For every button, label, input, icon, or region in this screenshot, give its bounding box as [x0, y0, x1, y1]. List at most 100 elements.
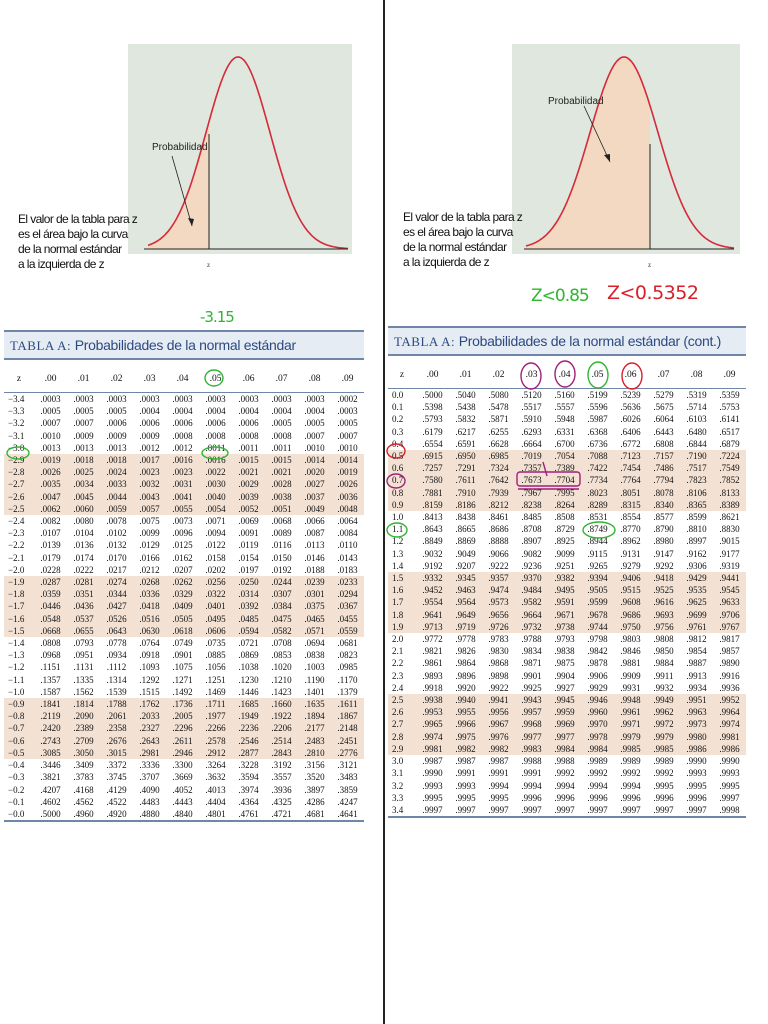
probability-cell: .9986	[680, 742, 713, 756]
caption-line: a la izquierda de z	[403, 255, 490, 269]
probability-cell: .0166	[139, 552, 160, 563]
probability-cell: .0040	[199, 490, 232, 503]
probability-cell: .7794	[647, 474, 680, 487]
probability-cell: .9846	[620, 646, 641, 657]
probability-cell: .0027	[298, 478, 331, 491]
probability-cell: .9808	[653, 634, 674, 645]
probability-cell: .2546	[232, 734, 265, 747]
probability-cell: .9429	[680, 572, 713, 585]
probability-cell: .9884	[653, 658, 674, 669]
probability-cell: .9959	[548, 706, 581, 719]
probability-cell: .6331	[554, 426, 575, 437]
probability-cell: .0020	[298, 466, 331, 479]
probability-cell: .0764	[139, 638, 160, 649]
probability-cell: .9955	[449, 706, 482, 719]
probability-cell: .8849	[422, 536, 443, 547]
header-col: .08	[298, 366, 331, 393]
probability-cell: .0060	[67, 502, 100, 516]
header-col: .00	[416, 362, 449, 389]
probability-cell: .5714	[686, 402, 707, 413]
probability-cell: .6103	[686, 414, 707, 425]
probability-cell: .9625	[680, 596, 713, 609]
probability-cell: .0047	[34, 490, 67, 503]
probability-cell: .5319	[686, 390, 707, 400]
probability-cell: .9977	[515, 730, 548, 743]
probability-cell: .9918	[422, 682, 443, 693]
probability-cell: .8599	[686, 512, 707, 523]
probability-cell: .8962	[620, 536, 641, 547]
z-value-cell: 3.1	[392, 768, 404, 779]
probability-cell: .0239	[298, 576, 331, 589]
table-title-left: TABLA A: Probabilidades de la normal est…	[4, 330, 364, 360]
probability-cell: .1446	[238, 686, 259, 697]
probability-cell: .9962	[647, 706, 680, 719]
probability-cell: .1003	[304, 662, 325, 673]
probability-cell: .2296	[166, 722, 199, 735]
probability-cell: .0073	[172, 516, 193, 527]
table-row: −2.5.0062.0060.0059.0057.0055.0054.0052.…	[4, 502, 364, 516]
probability-cell: .4286	[304, 796, 325, 807]
probability-cell: .0708	[271, 638, 292, 649]
table-row: −2.2 .0139 .0136 .0132 .0129 .0125 .0122 .0119.…	[4, 539, 364, 551]
z-value-cell: −0.6	[4, 734, 34, 747]
probability-cell: .0009	[73, 430, 94, 441]
z-value-cell: −2.3	[8, 528, 25, 539]
probability-cell: .1423	[271, 686, 292, 697]
probability-cell: .0062	[34, 502, 67, 516]
probability-cell: .9997	[680, 803, 713, 819]
probability-cell: .0003	[172, 394, 193, 404]
z-table-negative: z .00.01.02.03.04.05.06.07.08.09 −3.4 .000…	[4, 366, 364, 823]
probability-cell: .0217	[106, 564, 127, 575]
probability-cell: .9719	[449, 620, 482, 634]
probability-cell: .0125	[172, 540, 193, 551]
probability-cell: .8643	[422, 524, 443, 535]
probability-cell: .0618	[166, 624, 199, 638]
table-header-row: z .00.01.02.03.04.05.06.07.08.09	[388, 362, 746, 389]
probability-cell: .5753	[719, 402, 740, 413]
probability-cell: .9265	[587, 560, 608, 571]
probability-cell: .0192	[271, 564, 292, 575]
z-value-cell: −2.8	[4, 466, 34, 479]
probability-cell: .5080	[488, 390, 509, 400]
probability-cell: .5438	[455, 402, 476, 413]
probability-cell: .9049	[455, 548, 476, 559]
probability-cell: .3936	[271, 784, 292, 795]
probability-cell: .2389	[67, 722, 100, 735]
probability-cell: .9982	[482, 742, 515, 756]
probability-cell: .7881	[416, 486, 449, 499]
probability-cell: .4681	[298, 807, 331, 823]
z-value-cell: 2.1	[392, 646, 404, 657]
probability-cell: .0188	[304, 564, 325, 575]
probability-cell: .7642	[482, 474, 515, 487]
probability-cell: .2090	[67, 710, 100, 723]
probability-cell: .0475	[265, 612, 298, 625]
normal-curve-figure-right: Probabilidad z	[512, 44, 740, 269]
probability-cell: .0005	[106, 406, 127, 417]
probability-cell: .3015	[100, 746, 133, 760]
table-row: 0.7.7580.7611.7642.7673.7704.7734.7764.7…	[388, 474, 746, 487]
probability-cell: .0392	[232, 600, 265, 613]
probability-cell: .2483	[298, 734, 331, 747]
z-value-cell: −2.4	[8, 516, 25, 527]
probability-cell: .5636	[620, 402, 641, 413]
probability-cell: .1038	[238, 662, 259, 673]
probability-cell: .0003	[337, 406, 358, 417]
probability-cell: .4052	[172, 784, 193, 795]
page-divider	[383, 0, 385, 1024]
probability-cell: .0005	[73, 406, 94, 417]
probability-cell: .6406	[620, 426, 641, 437]
probability-cell: .4090	[139, 784, 160, 795]
probability-cell: .0024	[100, 466, 133, 479]
probability-cell: .0011	[238, 442, 259, 453]
z-value-cell: −3.1	[8, 430, 25, 441]
probability-cell: .4801	[199, 807, 232, 823]
header-col: .00	[34, 366, 67, 393]
circle-mark-row-0-5	[386, 473, 406, 489]
probability-cell: .0099	[139, 528, 160, 539]
probability-cell: .2266	[199, 722, 232, 735]
probability-cell: .0041	[166, 490, 199, 503]
probability-cell: .0045	[67, 490, 100, 503]
probability-cell: .6480	[686, 426, 707, 437]
probability-cell: .2033	[133, 710, 166, 723]
probability-cell: .0003	[304, 394, 325, 404]
